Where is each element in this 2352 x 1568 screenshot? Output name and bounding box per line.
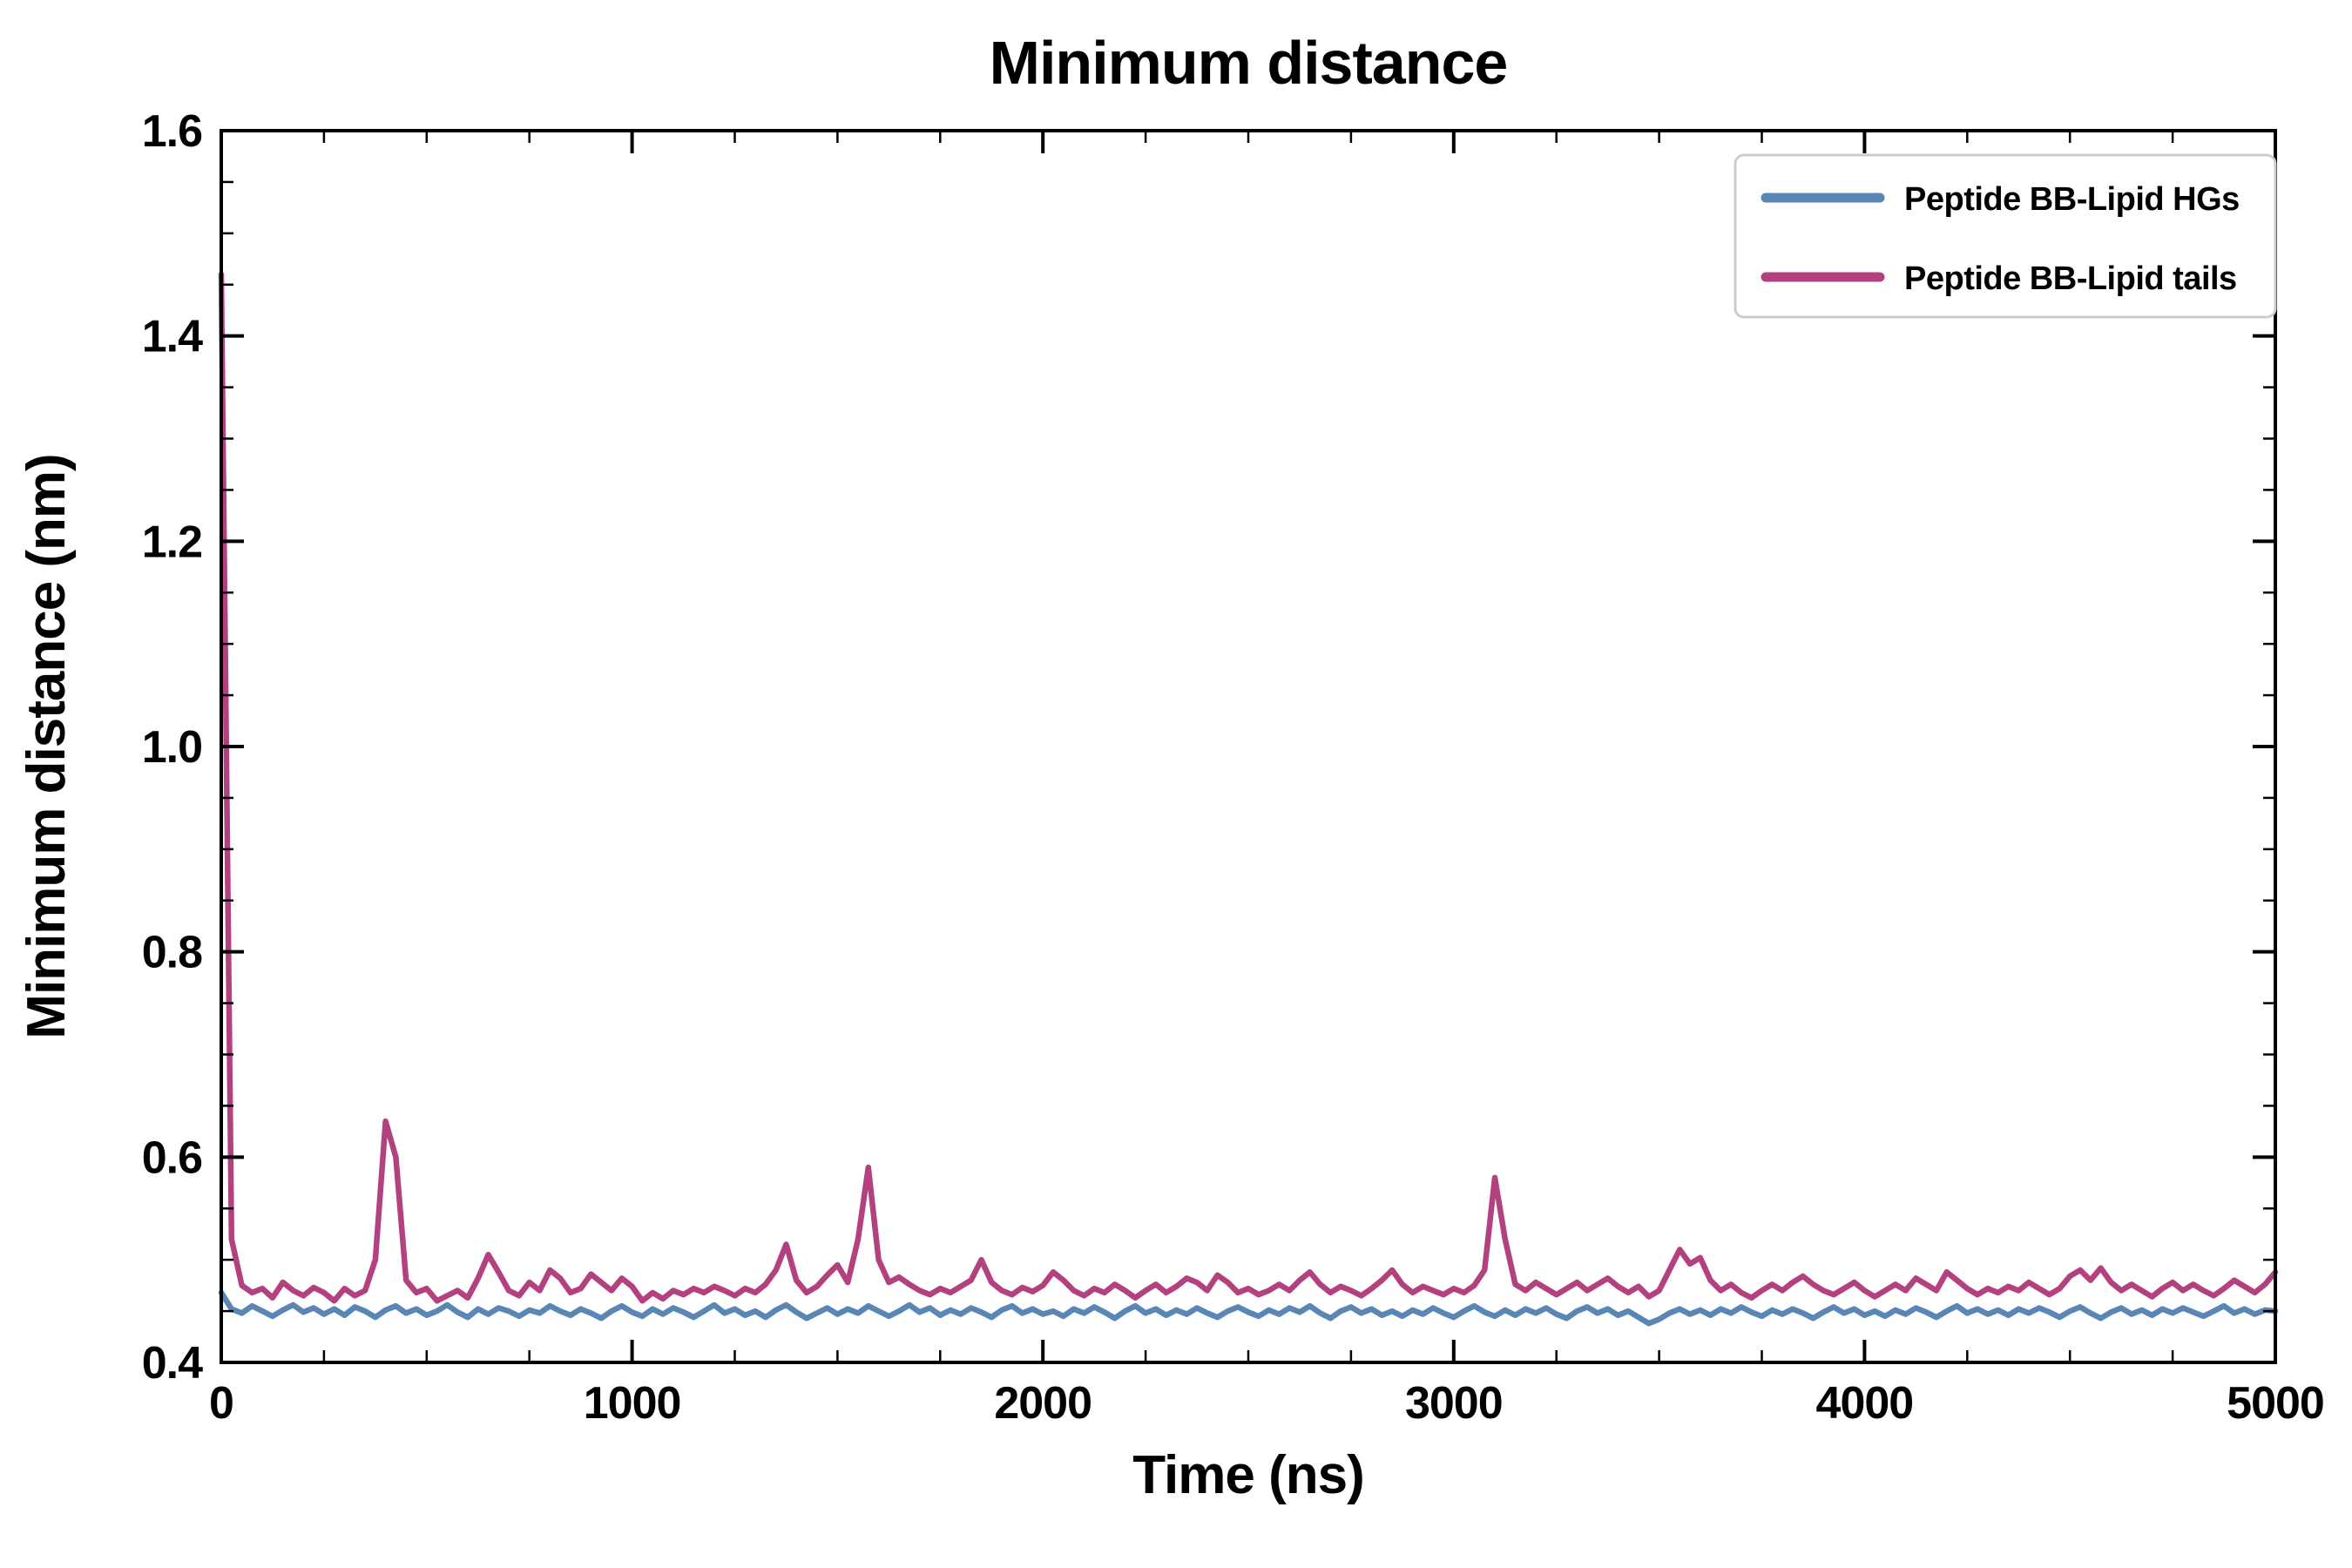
- y-tick-label: 1.4: [142, 312, 203, 362]
- x-axis-label: Time (ns): [1132, 1445, 1363, 1505]
- chart-title: Minimum distance: [990, 29, 1508, 97]
- y-tick-label: 1.6: [142, 106, 202, 157]
- y-tick-label: 0.4: [142, 1338, 203, 1389]
- x-tick-label: 1000: [584, 1378, 681, 1429]
- x-tick-label: 2000: [994, 1378, 1092, 1429]
- y-tick-label: 1.0: [142, 722, 202, 773]
- axis-ticks: 0 1000 2000 3000 4000 5000 0.4 0.6 0.8 1.0 1.2 1.4 1…: [142, 106, 2325, 1429]
- series-line-0: [218, 1289, 2279, 1327]
- series-lines: [218, 271, 2279, 1327]
- x-tick-label: 0: [209, 1378, 233, 1429]
- legend-label-hgs: Peptide BB-Lipid HGs: [1904, 181, 2240, 218]
- x-tick-label: 4000: [1816, 1378, 1914, 1429]
- plot-border: [220, 129, 2277, 1364]
- legend: Peptide BB-Lipid HGs Peptide BB-Lipid ta…: [1734, 153, 2277, 319]
- y-tick-label: 1.2: [142, 517, 202, 567]
- y-axis-label: Minimum distance (nm): [17, 454, 77, 1038]
- plot-area: [221, 131, 2275, 1362]
- legend-label-tails: Peptide BB-Lipid tails: [1904, 260, 2237, 297]
- x-tick-label: 3000: [1405, 1378, 1503, 1429]
- y-tick-label: 0.6: [142, 1132, 202, 1183]
- x-tick-label: 5000: [2227, 1378, 2324, 1429]
- y-tick-label: 0.8: [142, 928, 202, 978]
- series-line-1: [218, 271, 2279, 1304]
